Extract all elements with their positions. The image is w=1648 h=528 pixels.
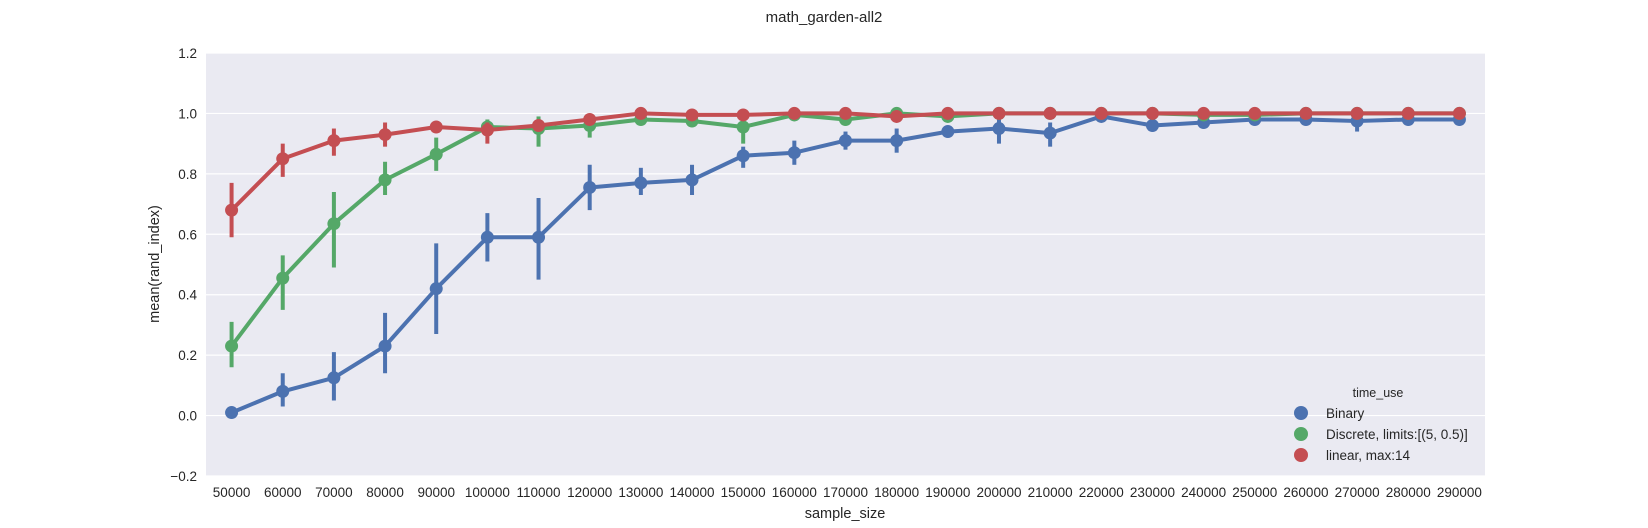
data-point <box>1401 106 1415 120</box>
data-point <box>583 180 597 194</box>
data-point <box>378 128 392 142</box>
x-tick-label: 160000 <box>772 485 817 500</box>
x-tick-label: 250000 <box>1232 485 1277 500</box>
data-point <box>429 147 443 161</box>
data-point <box>1043 126 1057 140</box>
data-point <box>992 106 1006 120</box>
data-point <box>276 384 290 398</box>
y-tick-label: 1.0 <box>178 106 197 121</box>
data-point <box>634 106 648 120</box>
x-tick-labels: 50000 60000 70000 80000 90000 100000 110000 120… <box>213 485 1482 500</box>
data-point <box>583 112 597 126</box>
x-tick-label: 270000 <box>1335 485 1380 500</box>
data-point <box>532 119 546 133</box>
data-point <box>327 371 341 385</box>
data-point <box>1299 106 1313 120</box>
data-point <box>532 230 546 244</box>
data-point <box>634 176 648 190</box>
x-tick-label: 70000 <box>315 485 353 500</box>
legend-marker <box>1294 406 1308 420</box>
data-point <box>1248 106 1262 120</box>
legend-label: linear, max:14 <box>1326 448 1411 463</box>
x-tick-label: 260000 <box>1283 485 1328 500</box>
x-tick-label: 140000 <box>669 485 714 500</box>
legend-title: time_use <box>1353 386 1404 400</box>
y-tick-label: 1.2 <box>178 46 197 61</box>
data-point <box>225 406 239 420</box>
data-point <box>378 173 392 187</box>
y-tick-label: 0.6 <box>178 227 197 242</box>
x-tick-label: 110000 <box>517 485 561 500</box>
data-point <box>1197 106 1211 120</box>
y-tick-label: 0.4 <box>178 288 197 303</box>
x-tick-label: 50000 <box>213 485 251 500</box>
data-point <box>839 134 852 148</box>
x-axis-label: sample_size <box>805 506 886 522</box>
x-tick-label: 90000 <box>417 485 455 500</box>
x-tick-label: 280000 <box>1386 485 1431 500</box>
data-point <box>941 106 955 120</box>
legend: time_use Binary Discrete, limits:[(5, 0.5… <box>1294 386 1468 463</box>
x-tick-label: 120000 <box>567 485 612 500</box>
x-tick-label: 150000 <box>721 485 766 500</box>
data-point <box>1043 106 1057 120</box>
data-point <box>685 173 699 187</box>
x-tick-label: 170000 <box>823 485 868 500</box>
data-point <box>685 108 699 122</box>
x-tick-label: 240000 <box>1181 485 1226 500</box>
data-point <box>890 109 904 123</box>
data-point <box>276 152 290 166</box>
data-point <box>276 271 290 285</box>
data-point <box>327 134 341 148</box>
legend-label: Discrete, limits:[(5, 0.5)] <box>1326 427 1468 442</box>
x-tick-label: 230000 <box>1130 485 1175 500</box>
data-point <box>225 339 239 353</box>
data-point <box>992 122 1006 136</box>
data-point <box>1145 106 1159 120</box>
data-point <box>736 108 750 122</box>
data-point <box>378 339 392 353</box>
x-tick-label: 190000 <box>925 485 970 500</box>
y-tick-label: 0.8 <box>178 167 197 182</box>
data-point <box>1145 119 1159 133</box>
y-tick-label: 0.2 <box>178 348 197 363</box>
data-point <box>225 203 239 217</box>
y-tick-labels: −0.2 0.0 0.2 0.4 0.6 0.8 1.0 1.2 <box>170 46 197 484</box>
data-point <box>327 217 341 231</box>
data-point <box>1350 106 1364 120</box>
data-point <box>736 149 750 163</box>
y-tick-label: 0.0 <box>178 409 197 424</box>
data-point <box>839 106 852 120</box>
x-tick-label: 130000 <box>618 485 663 500</box>
data-point <box>787 106 801 120</box>
data-point <box>890 134 904 148</box>
x-tick-label: 60000 <box>264 485 302 500</box>
data-point <box>429 120 443 134</box>
x-tick-label: 180000 <box>874 485 919 500</box>
data-point <box>480 123 494 137</box>
series-3 <box>225 106 1466 238</box>
data-point <box>941 125 955 139</box>
data-point <box>736 120 750 134</box>
data-point <box>787 146 801 160</box>
y-tick-label: −0.2 <box>170 469 197 484</box>
x-tick-label: 200000 <box>976 485 1021 500</box>
x-tick-label: 210000 <box>1028 485 1073 500</box>
legend-label: Binary <box>1326 406 1365 421</box>
data-point <box>1094 106 1108 120</box>
x-tick-label: 220000 <box>1079 485 1124 500</box>
x-tick-label: 290000 <box>1437 485 1482 500</box>
x-tick-label: 80000 <box>366 485 404 500</box>
legend-marker <box>1294 448 1308 462</box>
data-point <box>480 230 494 244</box>
y-axis-label: mean(rand_index) <box>147 205 163 323</box>
data-point <box>429 282 443 296</box>
series-group <box>225 106 1466 420</box>
data-point <box>1452 106 1466 120</box>
legend-marker <box>1294 427 1308 441</box>
chart-title: math_garden-all2 <box>766 9 883 26</box>
x-tick-label: 100000 <box>465 485 510 500</box>
